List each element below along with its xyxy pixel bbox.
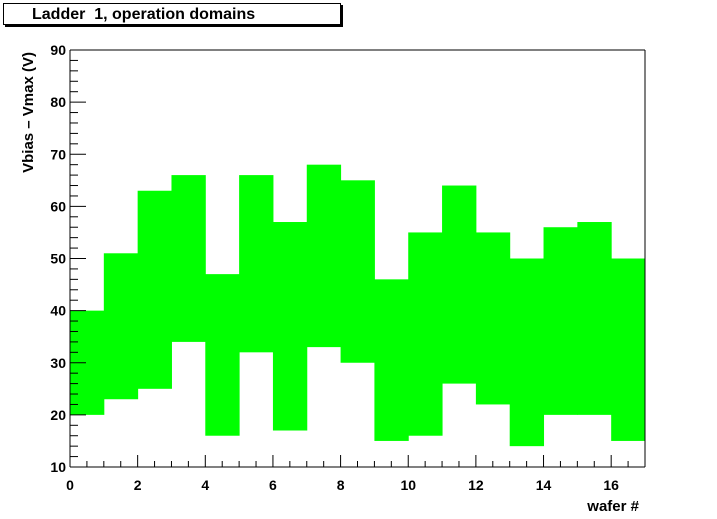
y-tick-label: 50 bbox=[50, 251, 66, 267]
y-tick-label: 80 bbox=[50, 94, 66, 110]
x-tick-label: 8 bbox=[337, 477, 345, 493]
domain-bin-3 bbox=[171, 175, 206, 342]
x-tick-label: 10 bbox=[400, 477, 416, 493]
labels-layer: 10 20 30 40 50 60 70 80 90 0 2 4 6 8 10 12 14 16 wafer # Vb… bbox=[20, 42, 640, 515]
domain-bin-6 bbox=[272, 222, 308, 431]
domain-bin-12 bbox=[475, 232, 511, 405]
bins-layer bbox=[70, 164, 646, 447]
x-tick-label: 4 bbox=[201, 477, 209, 493]
y-tick-label: 40 bbox=[50, 303, 66, 319]
domain-bin-10 bbox=[408, 232, 443, 436]
y-tick-label: 90 bbox=[50, 42, 66, 58]
x-tick-label: 16 bbox=[603, 477, 619, 493]
chart-title: Ladder 1, operation domains bbox=[32, 6, 256, 23]
domain-bin-2 bbox=[137, 190, 172, 389]
y-axis-label: Vbias – Vmax (V) bbox=[20, 52, 37, 173]
y-tick-label: 60 bbox=[50, 198, 66, 214]
axes-layer bbox=[69, 49, 646, 468]
domain-bin-16 bbox=[611, 258, 646, 441]
domain-bin-8 bbox=[340, 180, 375, 363]
domain-bin-11 bbox=[442, 185, 477, 384]
domain-bin-1 bbox=[103, 253, 139, 400]
y-tick-label: 30 bbox=[50, 355, 66, 371]
x-tick-label: 6 bbox=[269, 477, 277, 493]
y-tick-label: 10 bbox=[50, 459, 66, 475]
domain-bin-4 bbox=[205, 274, 240, 436]
x-axis-label: wafer # bbox=[586, 498, 639, 515]
y-tick-label: 20 bbox=[50, 407, 66, 423]
chart-title-box: Ladder 1, operation domains bbox=[3, 3, 341, 25]
x-tick-label: 2 bbox=[134, 477, 142, 493]
domain-bin-14 bbox=[543, 227, 578, 415]
domain-bin-9 bbox=[374, 279, 409, 441]
x-tick-label: 12 bbox=[468, 477, 484, 493]
domain-bin-7 bbox=[306, 164, 342, 348]
domain-bin-13 bbox=[509, 258, 545, 447]
domain-bin-15 bbox=[577, 222, 612, 415]
y-tick-label: 70 bbox=[50, 146, 66, 162]
domain-bin-5 bbox=[239, 175, 274, 353]
x-tick-label: 14 bbox=[536, 477, 552, 493]
x-tick-label: 0 bbox=[66, 477, 74, 493]
